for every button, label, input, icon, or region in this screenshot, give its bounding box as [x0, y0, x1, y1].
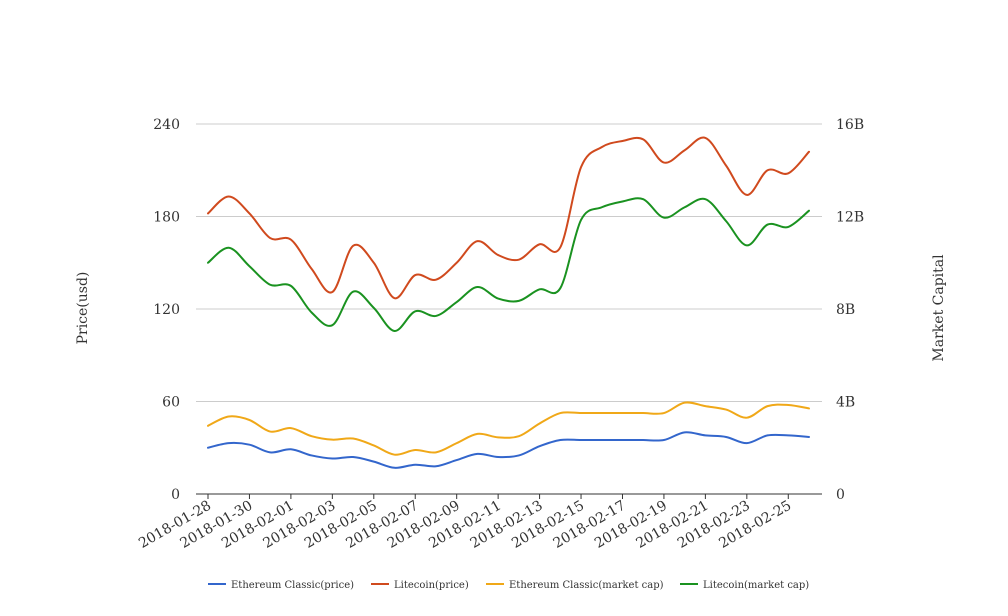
left-y-tick-label: 0 [171, 487, 180, 503]
left-axis-title: Price(usd) [75, 272, 91, 345]
legend-item: Litecoin(market cap) [680, 580, 809, 591]
right-y-tick-label: 0 [836, 487, 845, 503]
left-y-tick-label: 60 [162, 395, 180, 411]
series-line [207, 136, 810, 300]
left-y-tick-label: 180 [153, 210, 180, 226]
left-y-tick-label: 120 [153, 302, 180, 318]
legend-label: Ethereum Classic(market cap) [509, 580, 664, 591]
right-y-axis-ticks: 0 4B 8B 12B 16B [836, 117, 864, 503]
legend-item: Ethereum Classic(price) [208, 580, 354, 591]
series-line [207, 197, 810, 332]
right-axis-title: Market Capital [931, 254, 947, 362]
series-lines [207, 136, 810, 469]
right-y-tick-label: 12B [836, 210, 864, 226]
x-axis-ticks: 2018-01-282018-01-302018-02-012018-02-03… [136, 494, 794, 552]
right-y-tick-label: 8B [836, 302, 855, 318]
legend-label: Litecoin(market cap) [703, 580, 809, 591]
right-y-tick-label: 16B [836, 117, 864, 133]
series-line [207, 401, 810, 456]
series-line [207, 431, 810, 469]
left-y-axis-ticks: 0 60 120 180 240 [153, 117, 180, 503]
legend-label: Litecoin(price) [394, 580, 469, 591]
legend-item: Litecoin(price) [371, 580, 469, 591]
legend-item: Ethereum Classic(market cap) [486, 580, 664, 591]
legend-label: Ethereum Classic(price) [231, 580, 354, 591]
gridlines [196, 123, 822, 495]
left-y-tick-label: 240 [153, 117, 180, 133]
legend: Ethereum Classic(price) Litecoin(price) Et… [208, 580, 809, 591]
right-y-tick-label: 4B [836, 395, 855, 411]
